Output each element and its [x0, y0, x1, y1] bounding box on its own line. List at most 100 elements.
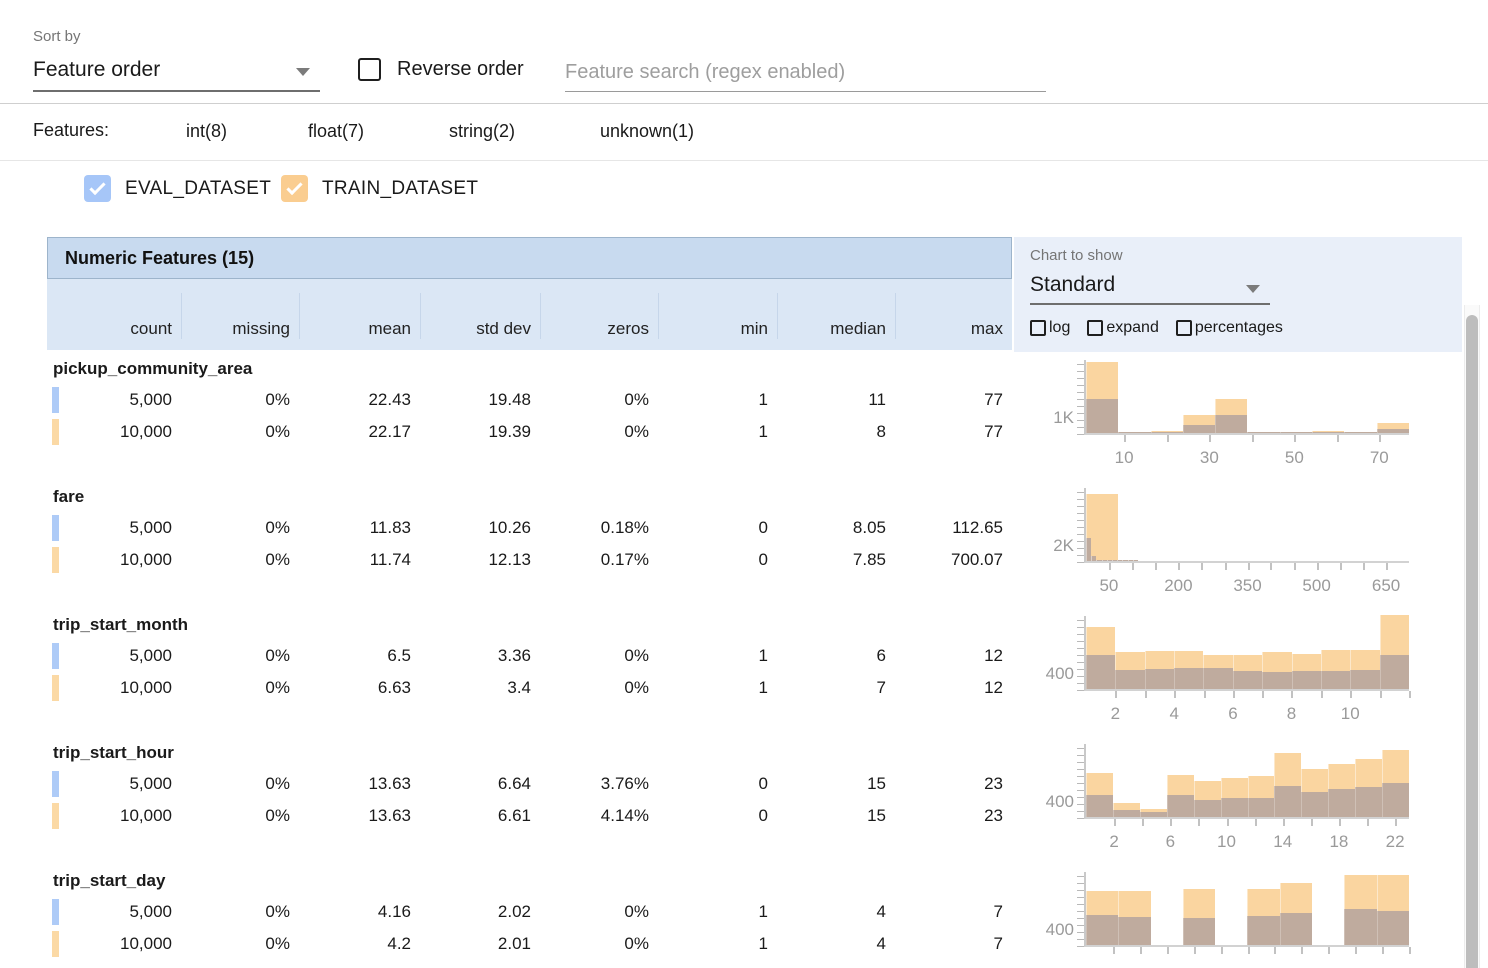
- stat-max: 23: [984, 806, 1003, 825]
- train-dataset-checkbox[interactable]: [281, 175, 308, 202]
- feature-type-filter-row: Features: int(8) float(7) string(2) unkn…: [0, 104, 1488, 160]
- stats-column-headers: count missing mean std dev zeros min med…: [47, 279, 1012, 350]
- stat-count: 5,000: [129, 902, 172, 921]
- overlap-bar: [1203, 668, 1233, 689]
- bar-slot: [1247, 360, 1280, 433]
- stat-count: 5,000: [129, 390, 172, 409]
- eval-dataset-checkbox[interactable]: [84, 175, 111, 202]
- bar-slot: [1247, 872, 1280, 945]
- sort-order-value: Feature order: [33, 58, 161, 81]
- feature-block-trip_start_month: trip_start_month 5,000 0% 6.5 3.36 0% 1 6 12 10,0…: [47, 608, 1012, 736]
- scrollbar-thumb[interactable]: [1466, 315, 1478, 968]
- x-axis-tick: [1112, 947, 1115, 954]
- col-max: max: [895, 293, 1012, 339]
- stat-missing: 0%: [265, 422, 290, 441]
- x-axis-tick: [1108, 563, 1111, 570]
- bar-slot: [1174, 616, 1204, 689]
- stat-min: 1: [758, 678, 768, 697]
- stat-missing: 0%: [265, 550, 290, 569]
- bar-slot: [1118, 872, 1151, 945]
- overlap-bar: [1118, 432, 1151, 433]
- x-axis-tick: [1170, 819, 1173, 826]
- stat-missing: 0%: [265, 646, 290, 665]
- x-axis-label: 4: [1169, 704, 1179, 723]
- dataset-chip-eval: [52, 771, 59, 797]
- sort-by-label: Sort by: [33, 28, 81, 45]
- stat-zeros: 0%: [624, 678, 649, 697]
- percentages-checkbox[interactable]: [1175, 320, 1192, 336]
- x-axis-tick: [1262, 691, 1265, 698]
- dataset-chip-train: [52, 803, 59, 829]
- dataset-chip-train: [52, 547, 59, 573]
- stat-mean: 4.16: [377, 902, 411, 921]
- chart-controls-panel: Chart to show Standard log expand percen…: [1014, 237, 1462, 352]
- feature-search-input[interactable]: [565, 54, 1046, 92]
- bar-slot: [1382, 744, 1410, 817]
- feature-name: trip_start_month: [53, 615, 189, 634]
- bar-slot: [1344, 872, 1377, 945]
- bar-slot: [1320, 616, 1351, 689]
- histogram-trip_start_month: 400 2 4 6 8 10: [1022, 608, 1458, 736]
- x-axis-tick: [1336, 435, 1339, 442]
- x-axis-tick: [1310, 819, 1313, 826]
- stat-mean: 6.5: [387, 646, 411, 665]
- stat-missing: 0%: [265, 806, 290, 825]
- stat-min: 1: [758, 646, 768, 665]
- eval-bar: [1086, 537, 1092, 561]
- stat-missing: 0%: [265, 902, 290, 921]
- x-axis-tick: [1386, 563, 1389, 570]
- overlap-bar: [1320, 670, 1351, 689]
- stat-zeros: 0.18%: [600, 518, 649, 537]
- bar-slot: [1312, 488, 1344, 561]
- overlap-bar: [1118, 916, 1151, 945]
- col-missing: missing: [181, 293, 299, 339]
- bar-slot: [1086, 872, 1119, 945]
- x-axis-tick: [1350, 691, 1353, 698]
- plot-area: 2 4 6 8 10: [1077, 615, 1411, 723]
- overlap-bar: [1291, 670, 1321, 689]
- stat-zeros: 0%: [624, 646, 649, 665]
- stat-median: 8.05: [852, 518, 886, 537]
- x-axis-tick: [1293, 563, 1296, 570]
- col-std-dev: std dev: [420, 293, 540, 339]
- eval-bar-slot: [1117, 488, 1123, 561]
- overlap-bar: [1086, 794, 1113, 817]
- x-axis-label: 30: [1199, 448, 1219, 467]
- stat-count: 10,000: [120, 934, 172, 953]
- bar-slot: [1232, 616, 1263, 689]
- overlap-bar: [1279, 913, 1313, 945]
- overlap-bar: [1166, 794, 1194, 817]
- y-axis-tick-label: 2K: [1053, 535, 1074, 555]
- bar-slot: [1376, 872, 1409, 945]
- stat-mean: 11.83: [369, 518, 411, 537]
- overlap-bar: [1174, 668, 1204, 689]
- expand-checkbox[interactable]: [1087, 320, 1104, 336]
- stat-count: 10,000: [120, 678, 172, 697]
- stat-std-dev: 19.39: [488, 422, 531, 441]
- bar-slot: [1247, 488, 1279, 561]
- stat-missing: 0%: [265, 390, 290, 409]
- sort-order-select[interactable]: Feature order: [33, 52, 320, 92]
- overlap-bar: [1344, 909, 1377, 945]
- stat-median: 7.85: [852, 550, 886, 569]
- x-axis-label: 10: [1114, 448, 1134, 467]
- numeric-features-header: Numeric Features (15): [47, 237, 1012, 279]
- chevron-down-icon: [296, 68, 310, 76]
- stat-zeros: 3.76%: [600, 774, 649, 793]
- float-filter-label: float(7): [308, 121, 365, 141]
- eval-dataset-label: EVAL_DATASET: [125, 178, 272, 199]
- overlap-bar: [1139, 811, 1167, 817]
- x-axis-tick: [1362, 563, 1365, 570]
- stat-zeros: 0.17%: [600, 550, 649, 569]
- stat-mean: 13.63: [368, 774, 411, 793]
- plot-area: 10 30 50 70: [1077, 360, 1409, 467]
- x-axis-label: 6: [1165, 832, 1176, 851]
- reverse-order-checkbox[interactable]: [358, 58, 381, 81]
- overlap-bar: [1262, 671, 1292, 689]
- feature-block-trip_start_day: trip_start_day 5,000 0% 4.16 2.02 0% 1 4 7 10,000…: [47, 864, 1012, 968]
- log-checkbox[interactable]: [1030, 320, 1046, 336]
- stat-min: 1: [758, 902, 768, 921]
- x-axis-label: 200: [1164, 576, 1193, 595]
- bar-slot: [1355, 744, 1383, 817]
- chart-type-select[interactable]: Standard: [1030, 269, 1270, 305]
